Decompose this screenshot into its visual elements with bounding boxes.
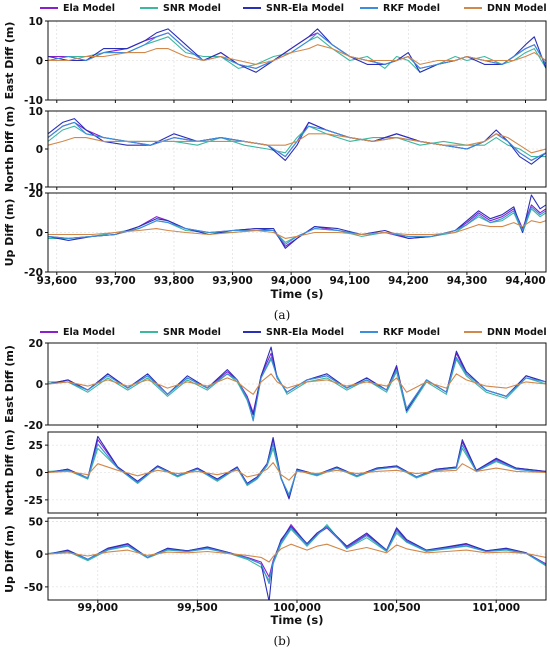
series-line-b1-3 (48, 443, 546, 497)
ytick-label-a1-1: 0 (36, 144, 43, 156)
ytick-label-b0-1: 0 (36, 379, 43, 391)
series-line-a2-2 (48, 194, 546, 249)
xtick-label-a-7: 94,300 (447, 275, 488, 287)
ytick-label-a2-0: -20 (24, 267, 43, 279)
legend-label-a-4: DNN Model (487, 3, 547, 14)
ytick-label-a1-2: 10 (28, 106, 43, 118)
ytick-label-b2-1: 0 (36, 549, 43, 561)
xtick-label-b-3: 100,500 (373, 602, 421, 614)
series-line-a0-2 (48, 28, 546, 73)
legend-label-a-0: Ela Model (63, 3, 115, 14)
ytick-label-a2-1: 0 (36, 228, 43, 240)
xlabel-a: Time (s) (271, 287, 324, 301)
xtick-label-a-3: 93,900 (212, 275, 253, 287)
ytick-label-a2-2: 20 (28, 188, 43, 200)
legend-label-a-2: SNR-Ela Model (266, 3, 344, 14)
series-line-a2-1 (48, 208, 546, 243)
ylabel-b2: Up Diff (m) (3, 525, 16, 593)
ytick-label-b1-0: -25 (24, 495, 43, 507)
xtick-label-a-5: 94,100 (329, 275, 370, 287)
xtick-label-a-2: 93,800 (154, 275, 195, 287)
legend-label-b-1: SNR Model (163, 327, 221, 338)
ylabel-b0: East Diff (m) (3, 345, 16, 423)
series-line-a1-4 (48, 133, 546, 154)
ylabel-a2: Up Diff (m) (3, 199, 16, 267)
legend-label-a-3: RKF Model (383, 3, 440, 14)
xtick-label-a-4: 94,000 (271, 275, 312, 287)
series-line-a2-4 (48, 220, 546, 239)
xtick-label-a-8: 94,400 (505, 275, 546, 287)
xtick-label-b-1: 99,500 (177, 602, 218, 614)
ylabel-a0: East Diff (m) (3, 22, 16, 100)
series-line-a2-0 (48, 204, 546, 247)
xlabel-b: Time (s) (271, 613, 324, 627)
series-line-a2-3 (48, 206, 546, 245)
ytick-label-a0-1: 0 (36, 56, 43, 68)
xtick-label-b-4: 101,000 (472, 602, 520, 614)
xtick-label-a-1: 93,700 (95, 275, 136, 287)
series-line-b0-4 (48, 373, 546, 395)
series-line-b2-1 (48, 524, 546, 581)
ytick-label-b2-2: 50 (28, 516, 43, 528)
series-line-a0-4 (48, 44, 546, 65)
caption-a: (a) (274, 308, 291, 322)
ytick-label-a1-0: -10 (24, 182, 43, 194)
series-line-a0-1 (48, 36, 546, 73)
xtick-label-a-6: 94,200 (388, 275, 429, 287)
ytick-label-b1-1: 0 (36, 468, 43, 480)
ytick-label-b1-2: 25 (28, 440, 43, 452)
caption-b: (b) (273, 634, 290, 648)
ytick-label-b0-0: -20 (24, 420, 43, 432)
series-line-a0-3 (48, 32, 546, 69)
ytick-label-a0-0: -10 (24, 95, 43, 107)
legend-label-a-1: SNR Model (163, 3, 221, 14)
legend-label-b-0: Ela Model (63, 327, 115, 338)
series-line-b2-4 (48, 543, 546, 563)
xtick-label-b-0: 99,000 (78, 602, 119, 614)
series-line-a0-0 (48, 32, 546, 69)
ytick-label-a0-2: 10 (28, 16, 43, 28)
legend-label-b-4: DNN Model (487, 327, 547, 338)
ytick-label-b2-0: -50 (24, 582, 43, 594)
series-line-b1-4 (48, 462, 546, 481)
xtick-label-a-0: 93,600 (37, 275, 78, 287)
legend-label-b-2: SNR-Ela Model (266, 327, 344, 338)
ylabel-a1: North Diff (m) (3, 106, 16, 192)
xtick-label-b-2: 100,000 (273, 602, 321, 614)
series-line-b2-3 (48, 525, 546, 585)
ylabel-b1: North Diff (m) (3, 429, 16, 515)
legend-label-b-3: RKF Model (383, 327, 440, 338)
ytick-label-b0-2: 20 (28, 338, 43, 350)
